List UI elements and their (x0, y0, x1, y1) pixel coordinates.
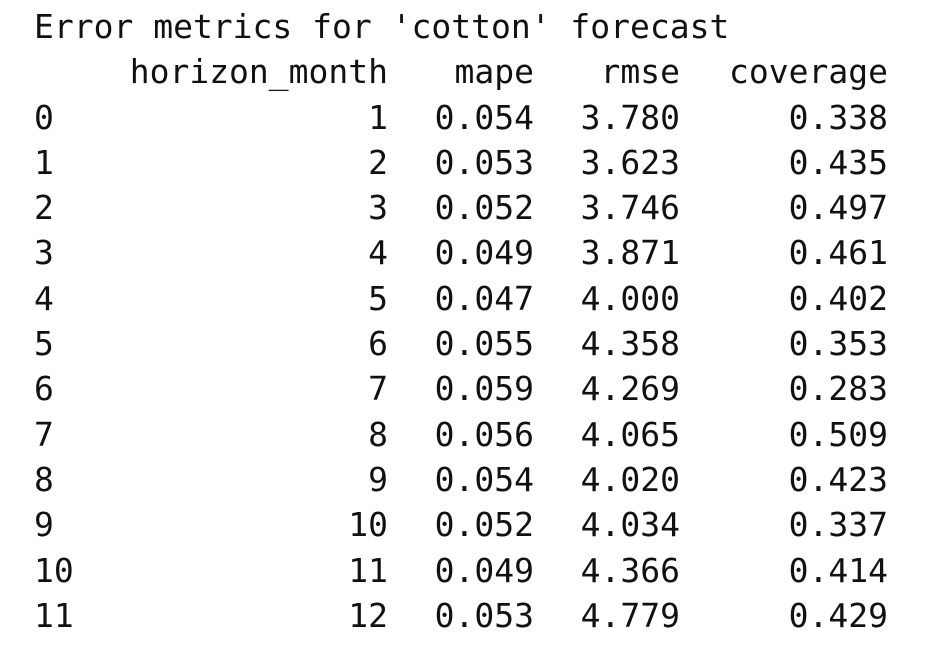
cell-horizon-month: 3 (368, 188, 388, 228)
table-row: 6 7 0.059 4.269 0.283 (34, 366, 934, 411)
column-header-mape: mape (454, 52, 534, 92)
cell-horizon-month: 1 (368, 97, 388, 137)
cell-rmse: 4.269 (580, 369, 680, 409)
cell-rmse: 3.623 (580, 142, 680, 182)
row-index: 0 (34, 97, 54, 137)
cell-horizon-month: 11 (348, 550, 388, 590)
table-row: 0 1 0.054 3.780 0.338 (34, 95, 934, 140)
cell-mape: 0.052 (434, 188, 534, 228)
cell-mape: 0.055 (434, 324, 534, 364)
cell-mape: 0.047 (434, 278, 534, 318)
cell-mape: 0.049 (434, 233, 534, 273)
cell-coverage: 0.402 (788, 278, 888, 318)
table-row: 11 12 0.053 4.779 0.429 (34, 593, 934, 638)
cell-horizon-month: 5 (368, 278, 388, 318)
cell-rmse: 4.366 (580, 550, 680, 590)
cell-coverage: 0.338 (788, 97, 888, 137)
table-row: 3 4 0.049 3.871 0.461 (34, 230, 934, 275)
table-row: 10 11 0.049 4.366 0.414 (34, 548, 934, 593)
row-index: 6 (34, 369, 54, 409)
cell-horizon-month: 6 (368, 324, 388, 364)
row-index: 5 (34, 324, 54, 364)
cell-mape: 0.053 (434, 142, 534, 182)
table-row: 4 5 0.047 4.000 0.402 (34, 276, 934, 321)
table-header: horizon_month mape rmse coverage (34, 49, 934, 94)
cell-coverage: 0.435 (788, 142, 888, 182)
cell-rmse: 4.000 (580, 278, 680, 318)
cell-coverage: 0.429 (788, 595, 888, 635)
cell-coverage: 0.423 (788, 459, 888, 499)
cell-coverage: 0.461 (788, 233, 888, 273)
column-header-rmse: rmse (600, 52, 680, 92)
row-index: 2 (34, 188, 54, 228)
cell-rmse: 3.871 (580, 233, 680, 273)
table-row: 5 6 0.055 4.358 0.353 (34, 321, 934, 366)
table-body: 0 1 0.054 3.780 0.338 1 2 0.053 3.623 0.435 2 3 0.05… (34, 95, 934, 639)
row-index: 9 (34, 505, 54, 545)
cell-coverage: 0.353 (788, 324, 888, 364)
cell-horizon-month: 8 (368, 414, 388, 454)
cell-horizon-month: 4 (368, 233, 388, 273)
cell-mape: 0.056 (434, 414, 534, 454)
output-title: Error metrics for 'cotton' forecast (34, 7, 730, 46)
cell-coverage: 0.414 (788, 550, 888, 590)
cell-coverage: 0.509 (788, 414, 888, 454)
cell-rmse: 4.779 (580, 595, 680, 635)
cell-rmse: 3.780 (580, 97, 680, 137)
row-index: 4 (34, 278, 54, 318)
row-index: 3 (34, 233, 54, 273)
table-row: 7 8 0.056 4.065 0.509 (34, 412, 934, 457)
row-index: 1 (34, 142, 54, 182)
cell-rmse: 4.020 (580, 459, 680, 499)
row-index: 8 (34, 459, 54, 499)
console-output: Error metrics for 'cotton' forecast hori… (34, 4, 934, 638)
column-header-horizon-month: horizon_month (129, 52, 388, 92)
cell-coverage: 0.337 (788, 505, 888, 545)
cell-horizon-month: 9 (368, 459, 388, 499)
cell-coverage: 0.497 (788, 188, 888, 228)
cell-rmse: 3.746 (580, 188, 680, 228)
cell-mape: 0.053 (434, 595, 534, 635)
cell-mape: 0.052 (434, 505, 534, 545)
row-index: 10 (34, 550, 74, 590)
cell-rmse: 4.358 (580, 324, 680, 364)
cell-coverage: 0.283 (788, 369, 888, 409)
table-row: 2 3 0.052 3.746 0.497 (34, 185, 934, 230)
cell-horizon-month: 7 (368, 369, 388, 409)
cell-horizon-month: 2 (368, 142, 388, 182)
cell-rmse: 4.034 (580, 505, 680, 545)
table-row: 1 2 0.053 3.623 0.435 (34, 140, 934, 185)
row-index: 7 (34, 414, 54, 454)
table-row: 9 10 0.052 4.034 0.337 (34, 502, 934, 547)
cell-mape: 0.049 (434, 550, 534, 590)
cell-mape: 0.054 (434, 97, 534, 137)
column-header-coverage: coverage (729, 52, 888, 92)
cell-mape: 0.054 (434, 459, 534, 499)
table-row: 8 9 0.054 4.020 0.423 (34, 457, 934, 502)
cell-mape: 0.059 (434, 369, 534, 409)
cell-horizon-month: 10 (348, 505, 388, 545)
row-index: 11 (34, 595, 74, 635)
cell-rmse: 4.065 (580, 414, 680, 454)
cell-horizon-month: 12 (348, 595, 388, 635)
